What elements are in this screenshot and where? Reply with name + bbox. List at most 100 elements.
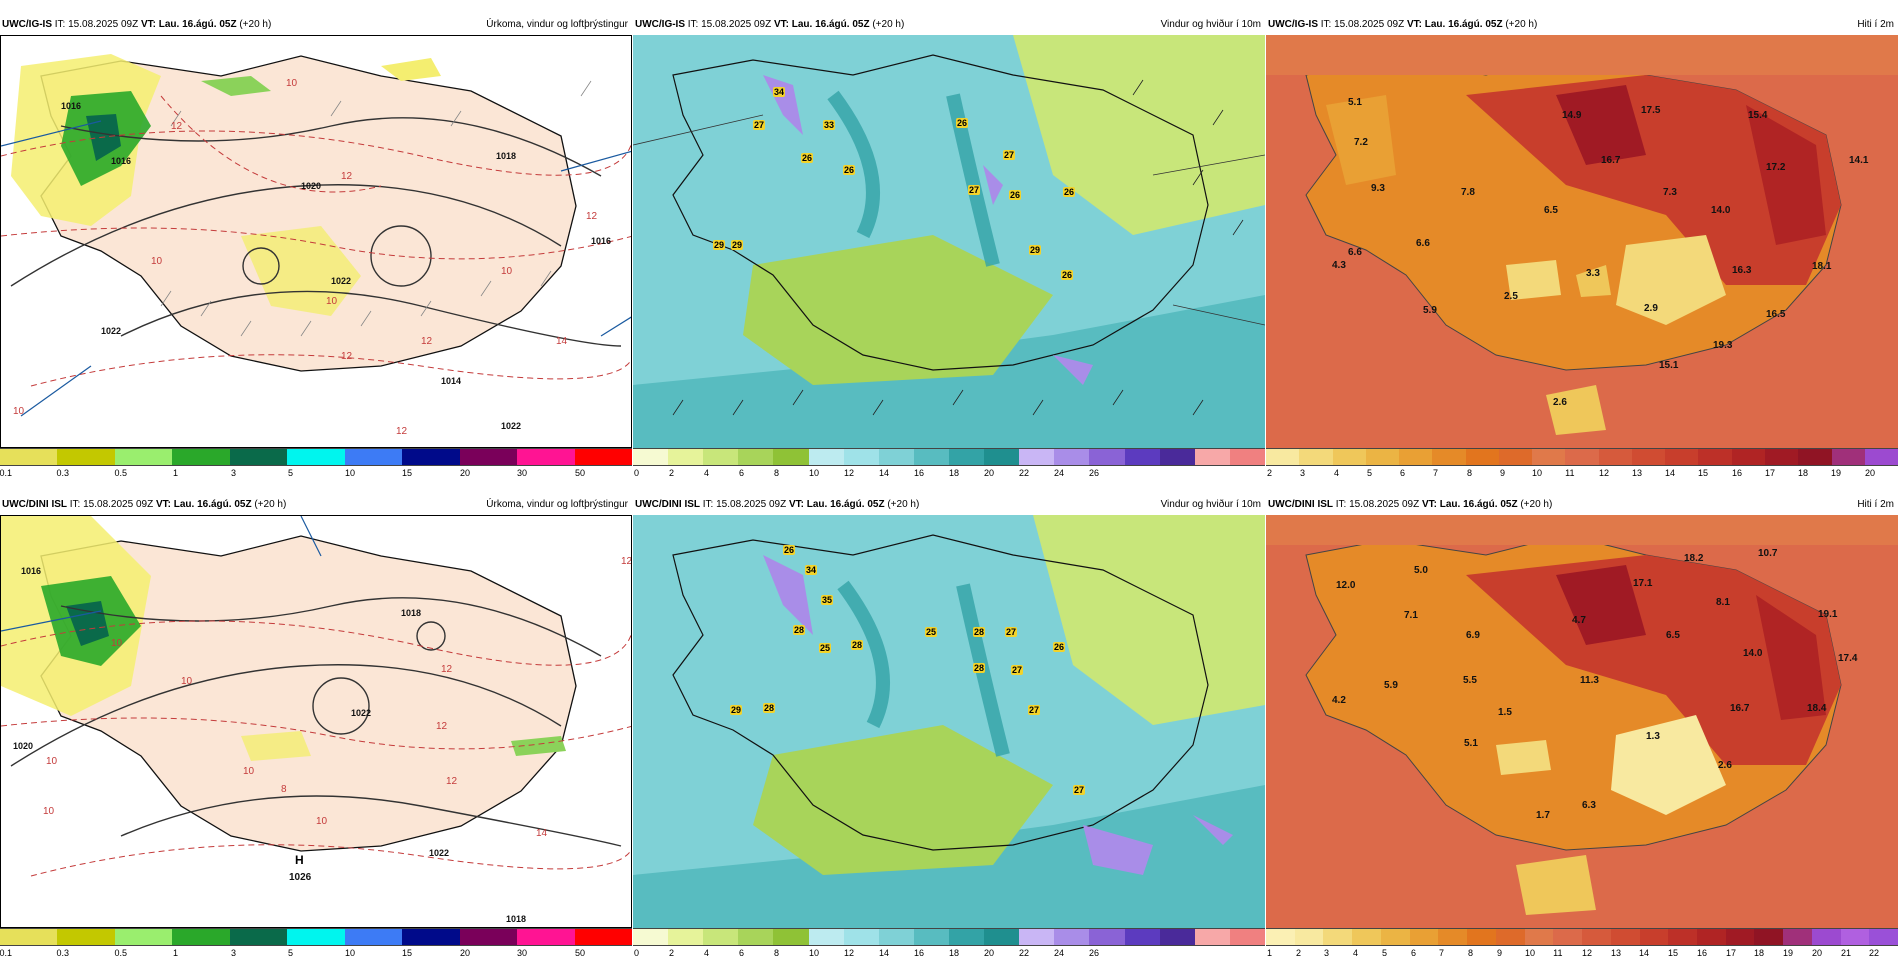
colorbar-tick-label: 0.3 [56, 948, 70, 958]
colorbar-ticks: 0 2 4 6 8 10 12 14 16 18 20 22 24 26 [633, 946, 1265, 960]
colorbar-tick-label: 12 [843, 468, 855, 478]
gust-label: 26 [843, 165, 856, 175]
colorbar-tick-label: 30 [516, 468, 528, 478]
panel-header: UWC/DINI ISL IT: 15.08.2025 09Z VT: Lau.… [0, 495, 632, 515]
isoline-label: 12 [621, 556, 632, 567]
isobar-label: 1016 [21, 566, 42, 576]
colorbar-swatch [1194, 929, 1230, 945]
isobar-label: 1020 [301, 181, 322, 191]
init-time: IT: 15.08.2025 09Z [1335, 499, 1420, 510]
lead-time: (+20 h) [254, 499, 287, 510]
isoline-label: 14 [536, 828, 548, 839]
panel-title: Hiti í 2m [1857, 499, 1894, 510]
colorbar-swatch [574, 449, 632, 465]
isobar-label: 1022 [501, 421, 522, 431]
wind-map-graphic [633, 35, 1265, 448]
panel-dini-wind: UWC/DINI ISL IT: 15.08.2025 09Z VT: Lau.… [633, 495, 1265, 963]
colorbar-tick-label: 0.5 [114, 468, 128, 478]
lead-time: (+20 h) [1505, 19, 1538, 30]
isobar-label: 1020 [13, 741, 34, 751]
colorbar-swatch [1089, 929, 1125, 945]
gust-label: 28 [793, 625, 806, 635]
colorbar-swatch [1811, 929, 1841, 945]
temp-map-graphic [1266, 515, 1898, 928]
temp-map: 12.0 5.0 18.2 10.7 17.1 7.1 4.7 8.1 19.1… [1266, 515, 1898, 928]
colorbar-swatch [402, 929, 460, 945]
colorbar-swatch [344, 929, 403, 945]
colorbar [633, 448, 1265, 466]
gust-label: 27 [968, 185, 981, 195]
lead-time: (+20 h) [887, 499, 920, 510]
isobar-label: 1016 [591, 236, 612, 246]
gust-label: 28 [973, 627, 986, 637]
colorbar-swatch [1565, 449, 1599, 465]
colorbar-swatch [1438, 929, 1468, 945]
lead-time: (+20 h) [872, 19, 905, 30]
isoline-label: 10 [13, 406, 25, 417]
gust-label: 27 [1073, 785, 1086, 795]
gust-label: 26 [1061, 270, 1074, 280]
isoline-label: 12 [436, 721, 448, 732]
colorbar-tick-label: 50 [574, 948, 586, 958]
temp-value-label: 12.0 [1336, 580, 1356, 591]
colorbar-swatch [1365, 449, 1400, 465]
colorbar-tick-label: 0 [633, 948, 640, 958]
temp-value-label: 16.3 [1732, 265, 1752, 276]
colorbar-swatch [114, 929, 173, 945]
colorbar-swatch [1869, 929, 1899, 945]
panel-title: Hiti í 2m [1857, 19, 1894, 30]
colorbar-tick-label: 12 [1598, 468, 1610, 478]
colorbar-tick-label: 8 [1466, 468, 1473, 478]
panel-header: UWC/DINI ISL IT: 15.08.2025 09Z VT: Lau.… [633, 495, 1265, 515]
colorbar-swatch [1631, 449, 1666, 465]
colorbar-tick-label: 10 [808, 948, 820, 958]
panel-title: Úrkoma, vindur og loftþrýstingur [486, 499, 628, 510]
colorbar-swatch [913, 929, 949, 945]
wind-map: 26 34 35 28 25 28 25 28 27 26 27 27 29 2… [633, 515, 1265, 928]
colorbar-tick-label: 18 [1753, 948, 1765, 958]
colorbar-swatch [344, 449, 403, 465]
colorbar-swatch [948, 929, 985, 945]
colorbar-swatch [878, 929, 914, 945]
gust-label: 35 [821, 595, 834, 605]
temp-value-label: 14.9 [1562, 110, 1582, 121]
isobar-label: 1022 [351, 708, 372, 718]
temp-map: 5.1 7.2 14.9 17.5 15.4 14.1 16.7 17.2 9.… [1266, 35, 1898, 448]
colorbar-swatch [1495, 929, 1525, 945]
panel-title: Úrkoma, vindur og loftþrýstingur [486, 19, 628, 30]
isoline-label: 12 [586, 211, 598, 222]
panel-header: UWC/DINI ISL IT: 15.08.2025 09Z VT: Lau.… [1266, 495, 1898, 515]
valid-time: VT: Lau. 16.ágú. 05Z [140, 19, 237, 30]
isoline-label: 10 [151, 256, 163, 267]
colorbar-swatch [1783, 929, 1812, 945]
temp-value-label: 5.1 [1348, 97, 1362, 108]
gust-label: 26 [1009, 190, 1022, 200]
temp-value-label: 16.7 [1601, 155, 1621, 166]
isoline-label: 10 [286, 78, 298, 89]
isoline-label: 10 [181, 676, 193, 687]
temp-value-label: 4.7 [1572, 615, 1586, 626]
colorbar-swatch [402, 449, 460, 465]
valid-time: VT: Lau. 16.ágú. 05Z [788, 499, 885, 510]
precip-map: 10 12 12 10 12 10 12 10 12 14 10 12 1016… [0, 35, 632, 448]
panel-header: UWC/IG-IS IT: 15.08.2025 09Z VT: Lau. 16… [0, 15, 632, 35]
temp-value-label: 5.0 [1414, 565, 1428, 576]
temp-value-label: 7.1 [1404, 610, 1418, 621]
temp-value-label: 15.1 [1659, 360, 1679, 371]
colorbar-tick-label: 14 [878, 948, 890, 958]
colorbar-swatch [459, 449, 518, 465]
temp-value-label: 1.3 [1646, 731, 1660, 742]
gust-label: 27 [1003, 150, 1016, 160]
panel-title: Vindur og hviður í 10m [1160, 19, 1261, 30]
temp-value-label: 7.3 [1663, 187, 1677, 198]
colorbar-tick-label: 14 [1664, 468, 1676, 478]
colorbar-tick-label: 6 [738, 948, 745, 958]
colorbar-swatch [1229, 449, 1265, 465]
colorbar-tick-label: 22 [1018, 948, 1030, 958]
gust-label: 25 [925, 627, 938, 637]
gust-label: 27 [1005, 627, 1018, 637]
temp-map-graphic [1266, 35, 1898, 448]
high-pressure-marker: H [295, 853, 304, 867]
colorbar-tick-label: 26 [1088, 948, 1100, 958]
colorbar-swatch [1159, 449, 1195, 465]
